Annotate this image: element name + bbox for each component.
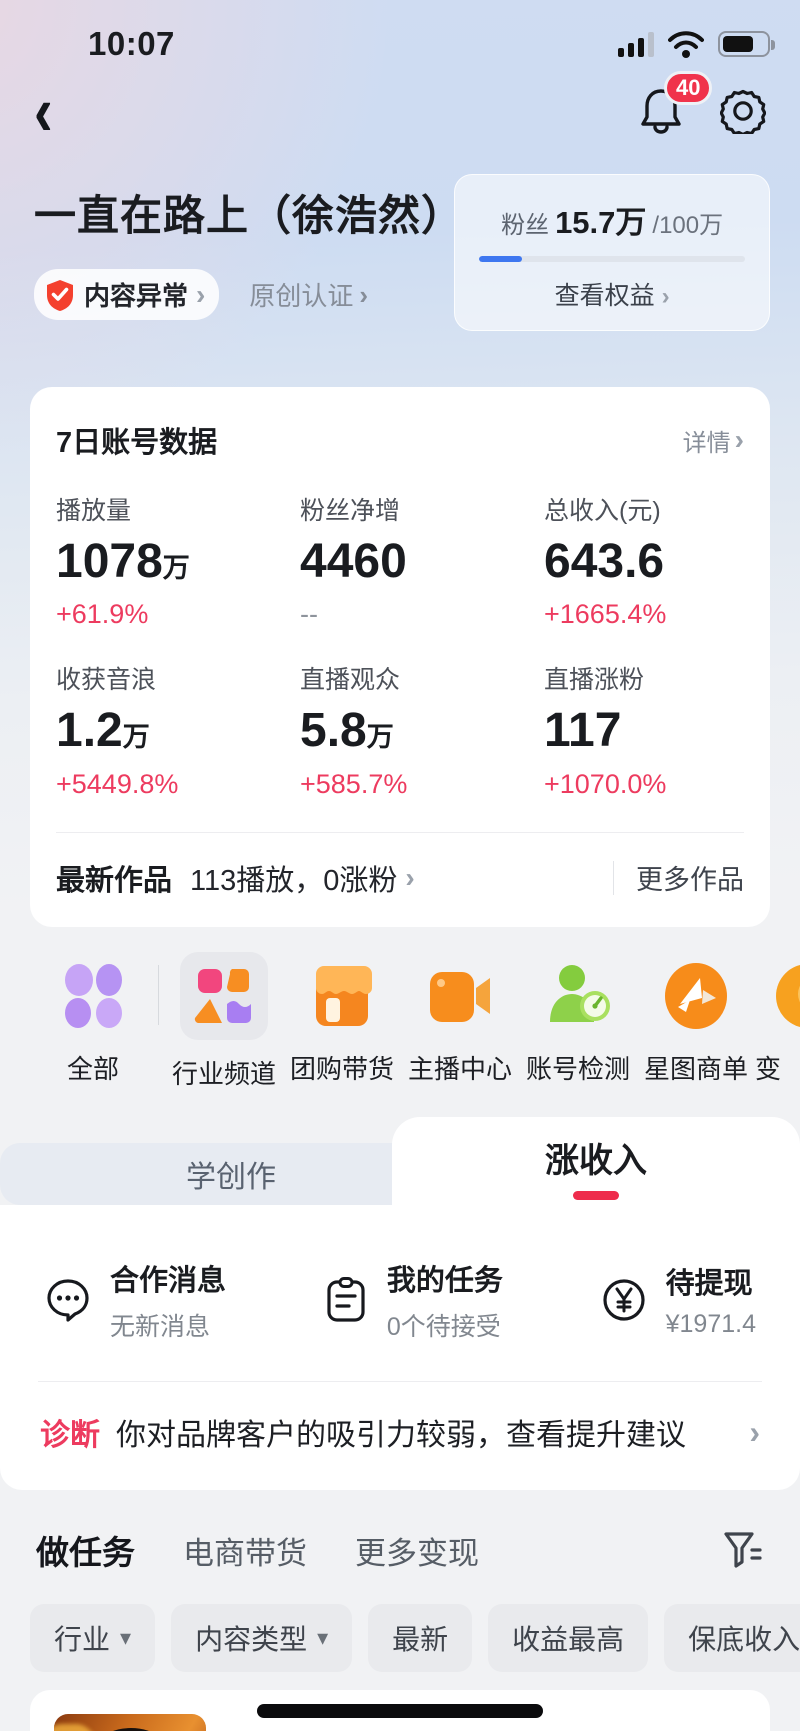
nav-bar: ‹ 40 [0, 71, 800, 150]
star-map-icon [657, 957, 735, 1035]
wifi-icon [668, 30, 704, 58]
industry-channel-icon [180, 951, 268, 1040]
tab-more-monetize[interactable]: 更多变现 [355, 1535, 479, 1571]
shortcut-star-orders[interactable]: 星图商单 [637, 957, 755, 1086]
divider [56, 831, 744, 833]
chevron-right-icon: › [749, 1413, 760, 1450]
status-bar: 10:07 [0, 0, 800, 66]
divider [38, 1380, 762, 1382]
shield-check-icon [47, 279, 73, 311]
metric-income: 总收入(元) 643.6 +1665.4% [544, 497, 667, 630]
fans-label: 粉丝 [501, 212, 550, 239]
yuan-circle-icon [603, 1279, 645, 1321]
partial-icon [755, 957, 800, 1035]
clock: 10:07 [88, 25, 175, 62]
fans-count: 15.7万 [555, 205, 647, 240]
shortcut-divider [158, 964, 159, 1025]
gear-icon [720, 89, 766, 134]
diagnosis-tag: 诊断 [40, 1418, 100, 1452]
username: 一直在路上（徐浩然） [34, 192, 465, 239]
main-tabs: 学创作 涨收入 [0, 1116, 800, 1206]
chevron-right-icon: › [734, 424, 744, 455]
stats-detail-link[interactable]: 详情 › [682, 424, 744, 457]
view-benefits-link[interactable]: 查看权益 › [554, 282, 670, 310]
filter-button[interactable] [722, 1530, 764, 1570]
chevron-right-icon: › [359, 279, 369, 310]
back-button[interactable]: ‹ [34, 71, 53, 150]
metric-plays: 播放量 1078万 +61.9% [56, 497, 190, 630]
shortcut-monetize-partial[interactable]: 变 [755, 957, 800, 1086]
pending-withdrawal[interactable]: 待提现 ¥1971.4 [600, 1257, 756, 1343]
shortcut-live-center[interactable]: 主播中心 [401, 957, 519, 1086]
status-icons [618, 30, 775, 58]
quick-actions-row: 合作消息 无新消息 我的任务 0个待接受 待提现 ¥1971.4 [38, 1257, 762, 1343]
tab-ecommerce[interactable]: 电商带货 [183, 1535, 307, 1571]
notification-count-badge: 40 [664, 71, 713, 105]
filter-chips-row: 行业 内容类型 最新 收益最高 保底收入 [0, 1603, 800, 1672]
fans-target: /100万 [652, 212, 724, 239]
chip-highest-earning[interactable]: 收益最高 [488, 1603, 649, 1672]
metric-fans-net: 粉丝净增 4460 -- [300, 497, 407, 630]
latest-works-summary[interactable]: 113播放，0涨粉 [190, 864, 398, 897]
chip-industry[interactable]: 行业 [30, 1603, 156, 1672]
cooperation-messages[interactable]: 合作消息 无新消息 [44, 1257, 226, 1343]
settings-button[interactable] [720, 88, 766, 134]
vertical-divider [613, 860, 614, 895]
diagnosis-row[interactable]: 诊断 你对品牌客户的吸引力较弱，查看提升建议 › [38, 1382, 762, 1462]
chip-guaranteed-income[interactable]: 保底收入 [664, 1603, 800, 1672]
message-bubble-icon [47, 1279, 89, 1322]
chevron-right-icon: › [661, 283, 670, 310]
stats-grid-row1: 播放量 1078万 +61.9% 粉丝净增 4460 -- 总收入(元) 643… [56, 491, 744, 630]
income-panel: 合作消息 无新消息 我的任务 0个待接受 待提现 ¥1971.4 [0, 1204, 800, 1490]
stats-card-title: 7日账号数据 [56, 427, 218, 459]
original-cert-link[interactable]: 原创认证 › [249, 279, 369, 311]
shortcut-account-check[interactable]: 账号检测 [519, 957, 637, 1086]
fans-progress-fill [479, 256, 522, 262]
signal-icon [618, 31, 654, 57]
fans-progress-bar [479, 256, 745, 262]
battery-icon [718, 31, 775, 57]
chip-newest[interactable]: 最新 [368, 1603, 473, 1672]
tab-grow-income[interactable]: 涨收入 [392, 1116, 800, 1206]
latest-works-row: 最新作品 113播放，0涨粉 › 更多作品 [56, 833, 744, 927]
more-works-link[interactable]: 更多作品 [636, 865, 744, 896]
notifications-button[interactable]: 40 [638, 71, 713, 135]
shortcut-all[interactable]: 全部 [34, 957, 152, 1086]
fans-progress-card[interactable]: 粉丝 15.7万 /100万 查看权益 › [454, 174, 770, 331]
metric-coins: 收获音浪 1.2万 +5449.8% [56, 666, 179, 799]
funnel-filter-icon [724, 1532, 762, 1568]
shortcut-group-buy[interactable]: 团购带货 [283, 957, 401, 1086]
video-camera-icon [421, 957, 499, 1035]
tab-learn-create[interactable]: 学创作 [0, 1142, 462, 1205]
task-section-tabs: 做任务 电商带货 更多变现 [0, 1526, 800, 1574]
chip-content-type[interactable]: 内容类型 [171, 1603, 353, 1672]
diagnosis-text: 你对品牌客户的吸引力较弱，查看提升建议 [116, 1418, 686, 1452]
shortcut-industry-channel[interactable]: 行业频道 [165, 951, 283, 1091]
chevron-right-icon: › [196, 278, 206, 310]
profile-info: 一直在路上（徐浩然） 内容异常 › 原创认证 › [34, 182, 465, 320]
all-apps-icon [54, 957, 132, 1035]
shop-icon [303, 957, 381, 1035]
tab-do-tasks[interactable]: 做任务 [36, 1533, 135, 1571]
seven-day-stats-card: 7日账号数据 详情 › 播放量 1078万 +61.9% 粉丝净增 4460 -… [30, 387, 770, 927]
profile-header: 一直在路上（徐浩然） 内容异常 › 原创认证 › 粉丝 15.7万 /100万 [0, 174, 800, 331]
latest-works-label: 最新作品 [56, 864, 173, 897]
metric-live-fans: 直播涨粉 117 +1070.0% [544, 666, 667, 799]
task-thumbnail[interactable] [54, 1713, 206, 1731]
metric-live-viewers: 直播观众 5.8万 +585.7% [300, 666, 408, 799]
my-tasks[interactable]: 我的任务 0个待接受 [323, 1257, 503, 1343]
task-list-icon [327, 1276, 365, 1322]
home-indicator[interactable] [257, 1704, 543, 1718]
chevron-right-icon: › [405, 861, 415, 893]
stats-grid-row2: 收获音浪 1.2万 +5449.8% 直播观众 5.8万 +585.7% 直播涨… [56, 660, 744, 799]
account-check-icon [539, 957, 617, 1035]
active-tab-indicator [573, 1190, 619, 1200]
content-warning-badge[interactable]: 内容异常 › [34, 269, 220, 320]
shortcuts-row: 全部 行业频道 团购带货 主播中心 账号检测 [0, 951, 800, 1091]
